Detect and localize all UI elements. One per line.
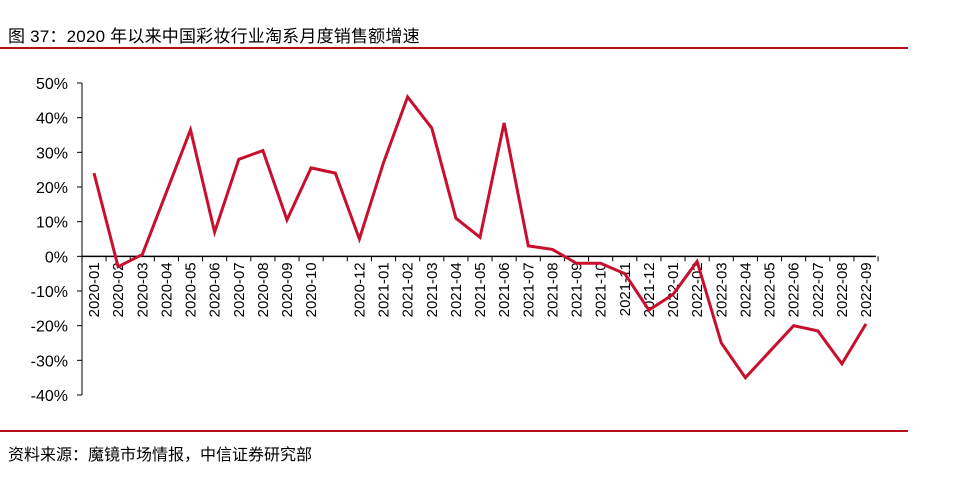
source-rule [0, 430, 908, 432]
x-axis: 2020-01 2020-02 2020-03 2020-04 2020-05 2020-… [81, 255, 879, 317]
x-tick-label: 2020-07 [231, 262, 248, 317]
series-line [92, 93, 868, 381]
y-tick-label: 0% [45, 249, 68, 266]
figure-title: 图 37：2020 年以来中国彩妆行业淘系月度销售额增速 [8, 27, 420, 46]
x-tick-label: 2022-08 [834, 262, 851, 317]
x-tick-label: 2020-09 [279, 262, 296, 317]
y-tick-label: 40% [36, 111, 68, 128]
x-tick-label: 2021-06 [496, 262, 513, 317]
x-tick-label: 2022-06 [786, 262, 803, 317]
x-tick-label: 2020-01 [86, 262, 103, 317]
x-tick-label: 2021-05 [472, 262, 489, 317]
x-tick-label: 2021-04 [448, 262, 465, 317]
x-tick-label: 2020-02 [110, 262, 127, 317]
y-tick-label: 30% [36, 145, 68, 162]
y-tick-label: 20% [36, 180, 68, 197]
title-rule [0, 47, 908, 49]
x-tick-label: 2021-10 [593, 262, 610, 317]
x-tick-label: 2022-01 [665, 262, 682, 317]
source-note: 资料来源：魔镜市场情报，中信证券研究部 [8, 447, 313, 464]
x-tick-label: 2022-05 [762, 262, 779, 317]
x-tick-label: 2020-03 [134, 262, 151, 317]
x-tick-label: 2021-01 [376, 262, 393, 317]
x-tick-label: 2022-03 [713, 262, 730, 317]
y-tick-label: -40% [31, 388, 68, 405]
x-tick-label: 2022-09 [858, 262, 875, 317]
x-tick-label: 2021-08 [544, 262, 561, 317]
x-tick-label: 2020-06 [207, 262, 224, 317]
y-tick-label: -30% [31, 353, 68, 370]
x-tick-label: 2022-07 [810, 262, 827, 317]
x-tick-label: 2020-12 [351, 262, 368, 317]
x-tick-label: 2021-11 [617, 262, 634, 316]
x-tick-label: 2021-03 [424, 262, 441, 317]
y-tick-label: -20% [31, 319, 68, 336]
y-tick-label: -10% [31, 284, 68, 301]
y-tick-label: 50% [36, 76, 68, 93]
x-tick-label: 2021-02 [400, 262, 417, 317]
x-tick-label: 2020-08 [255, 262, 272, 317]
y-axis: 50% 40% 30% 20% 10% 0% -10% -20% -30% -40% [31, 76, 83, 405]
x-tick-label: 2020-05 [183, 262, 200, 317]
x-tick-label: 2021-07 [520, 262, 537, 317]
series-group [92, 93, 868, 381]
x-tick-label: 2020-04 [158, 262, 175, 317]
x-tick-label: 2021-09 [569, 262, 586, 317]
x-tick-label: 2022-04 [737, 262, 754, 317]
y-tick-label: 10% [36, 215, 68, 232]
x-tick-label: 2020-10 [303, 262, 320, 317]
